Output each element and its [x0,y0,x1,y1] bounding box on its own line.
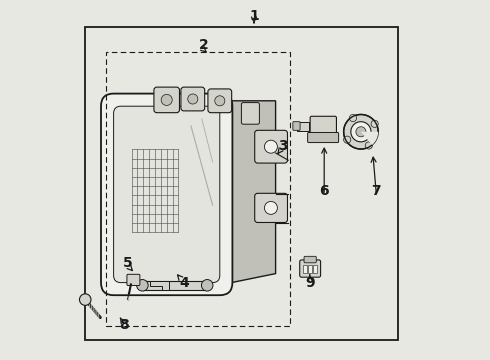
Wedge shape [361,132,378,145]
Polygon shape [187,101,275,292]
Circle shape [265,202,277,215]
Circle shape [188,94,198,104]
Bar [143,281,207,290]
Circle shape [137,279,148,291]
Circle shape [265,140,277,153]
Circle shape [351,122,371,142]
FancyBboxPatch shape [101,94,232,295]
Circle shape [79,294,91,305]
FancyBboxPatch shape [300,260,320,277]
FancyBboxPatch shape [255,193,288,222]
FancyBboxPatch shape [114,106,220,283]
FancyBboxPatch shape [308,132,339,143]
FancyBboxPatch shape [304,256,316,263]
FancyBboxPatch shape [154,87,179,113]
Circle shape [349,114,357,122]
FancyBboxPatch shape [127,274,140,285]
Text: 9: 9 [305,276,315,289]
Circle shape [343,114,378,149]
Polygon shape [149,281,170,290]
Bar [106,52,290,326]
Text: 1: 1 [249,9,259,23]
Circle shape [356,127,366,137]
FancyBboxPatch shape [255,130,288,163]
Bar [314,265,317,273]
FancyBboxPatch shape [310,116,337,136]
Circle shape [343,136,351,143]
Circle shape [371,120,378,127]
Bar [308,265,312,273]
FancyBboxPatch shape [208,89,232,113]
Text: 6: 6 [319,184,329,198]
FancyBboxPatch shape [293,122,300,130]
Bar [303,265,307,273]
Text: 4: 4 [179,276,189,289]
Text: 8: 8 [120,318,129,332]
Text: 7: 7 [371,184,381,198]
Bar [85,27,398,340]
FancyBboxPatch shape [242,103,259,124]
Text: 3: 3 [278,139,288,153]
Circle shape [161,94,172,105]
Circle shape [365,142,372,149]
FancyBboxPatch shape [181,87,205,111]
Polygon shape [297,122,309,131]
Circle shape [215,96,225,106]
Circle shape [201,279,213,291]
Text: 5: 5 [123,256,133,270]
Text: 2: 2 [199,38,208,52]
